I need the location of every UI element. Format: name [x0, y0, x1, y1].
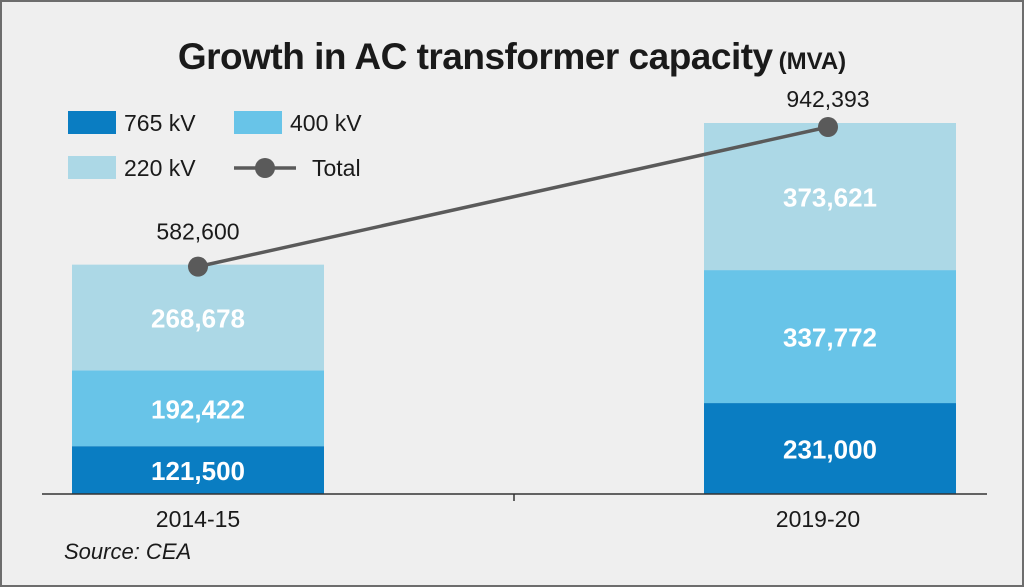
source-note: Source: CEA — [64, 539, 192, 564]
bar-220-kv-2019-20 — [704, 123, 956, 271]
legend-marker-total — [255, 158, 275, 178]
value-label-220-kv-2019-20: 373,621 — [783, 183, 877, 213]
value-label-220-kv-2014-15: 268,678 — [151, 304, 245, 334]
bar-400-kv-2019-20 — [704, 270, 956, 404]
legend-swatch-220-kv — [68, 156, 116, 179]
bar-765-kv-2019-20 — [704, 403, 956, 494]
value-label-765-kv-2014-15: 121,500 — [151, 456, 245, 486]
x-tick-label-2014-15: 2014-15 — [156, 506, 240, 532]
value-label-765-kv-2019-20: 231,000 — [783, 435, 877, 465]
legend-swatch-765-kv — [68, 111, 116, 134]
legend-swatch-400-kv — [234, 111, 282, 134]
bar-765-kv-2014-15 — [72, 446, 324, 494]
value-label-400-kv-2019-20: 337,772 — [783, 323, 877, 353]
total-label-2014-15: 582,600 — [156, 219, 239, 245]
legend-label-765-kv: 765 kV — [124, 110, 196, 136]
bar-220-kv-2014-15 — [72, 264, 324, 371]
chart-title: Growth in AC transformer capacity (MVA) — [2, 36, 1022, 78]
bar-400-kv-2014-15 — [72, 370, 324, 447]
total-marker-2014-15 — [188, 256, 208, 277]
legend-label-220-kv: 220 kV — [124, 155, 196, 181]
chart-title-text: Growth in AC transformer capacity — [177, 36, 773, 77]
legend-label-total: Total — [312, 155, 361, 181]
legend-label-400-kv: 400 kV — [290, 110, 362, 136]
total-marker-2019-20 — [818, 117, 838, 137]
chart-title-unit: (MVA) — [778, 48, 847, 75]
total-line — [197, 125, 829, 269]
x-tick-label-2019-20: 2019-20 — [776, 506, 860, 532]
value-label-400-kv-2014-15: 192,422 — [151, 394, 245, 424]
total-label-2019-20: 942,393 — [786, 86, 869, 112]
